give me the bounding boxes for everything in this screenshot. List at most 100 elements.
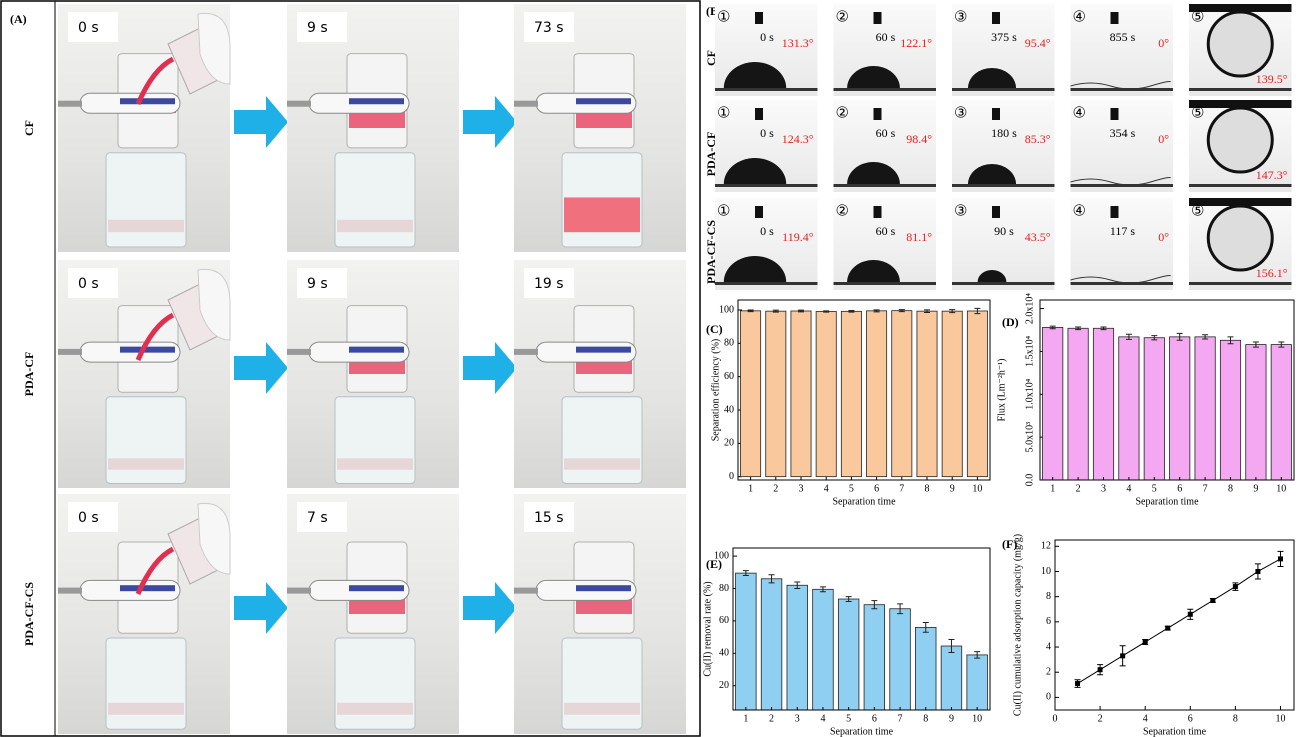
time-box bbox=[297, 12, 347, 42]
error-bar bbox=[949, 309, 956, 314]
fibers bbox=[1070, 81, 1171, 90]
substrate bbox=[952, 282, 1055, 285]
x-tick-label: 1 bbox=[748, 483, 753, 494]
substrate bbox=[952, 88, 1055, 91]
point bbox=[1232, 584, 1238, 590]
bar bbox=[1092, 327, 1115, 481]
x-tick-label: 1 bbox=[743, 713, 748, 724]
substrate bbox=[1189, 184, 1292, 187]
x-tick-label: 2 bbox=[1076, 483, 1081, 494]
droplet bbox=[847, 161, 900, 184]
bar bbox=[966, 310, 988, 478]
error-bar bbox=[794, 581, 801, 589]
clamp-band bbox=[120, 346, 175, 353]
time-label: 0 s bbox=[760, 224, 774, 238]
x-axis-title: Separation time bbox=[832, 496, 896, 507]
substrate bbox=[715, 184, 818, 187]
rod bbox=[287, 100, 311, 107]
contact-angle: 85.3° bbox=[1025, 132, 1051, 146]
time-label: 855 s bbox=[1110, 30, 1136, 44]
contact-angle: 119.4° bbox=[782, 230, 814, 244]
pour-stream bbox=[135, 56, 175, 105]
x-tick-label: 5 bbox=[849, 483, 854, 494]
bar bbox=[863, 604, 886, 711]
needle bbox=[873, 108, 882, 120]
y-tick-label: 100 bbox=[714, 550, 729, 561]
step-number: ② bbox=[836, 203, 849, 219]
x-tick-label: 9 bbox=[949, 713, 954, 724]
droplet bbox=[968, 164, 1016, 184]
filtrate bbox=[564, 458, 640, 470]
time-label: 60 s bbox=[876, 126, 896, 140]
bar bbox=[1169, 336, 1191, 481]
x-tick-label: 6 bbox=[874, 483, 879, 494]
clamp-band bbox=[120, 585, 175, 592]
x-tick-label: 4 bbox=[1143, 713, 1148, 724]
filtrate bbox=[564, 702, 640, 715]
bar bbox=[840, 310, 862, 478]
point bbox=[1075, 681, 1081, 687]
bar bbox=[1118, 336, 1140, 481]
rod bbox=[58, 100, 82, 107]
filtrate bbox=[108, 219, 184, 233]
y-tick-label: 80 bbox=[724, 338, 734, 349]
filtrate bbox=[337, 458, 413, 470]
y-axis-title: Flux (Lm⁻²h⁻¹) bbox=[996, 359, 1007, 422]
contact-angle: 0° bbox=[1158, 132, 1169, 146]
error-bar bbox=[897, 603, 904, 615]
substrate bbox=[1189, 282, 1292, 285]
step-number: ④ bbox=[1073, 203, 1086, 219]
x-axis-title: Separation time bbox=[1135, 496, 1199, 507]
error-bar bbox=[1252, 341, 1259, 348]
point bbox=[1255, 568, 1261, 574]
bar bbox=[815, 311, 837, 478]
contact-angle: 131.3° bbox=[782, 36, 814, 50]
needle-top bbox=[1189, 198, 1292, 206]
x-tick-label: 7 bbox=[1203, 483, 1208, 494]
bar bbox=[1042, 327, 1064, 481]
droplet bbox=[723, 61, 787, 88]
plot-frame bbox=[737, 299, 991, 481]
error-bar bbox=[1227, 336, 1234, 345]
filtrate bbox=[564, 197, 640, 233]
time-box bbox=[524, 502, 574, 532]
x-tick-label: 7 bbox=[898, 713, 903, 724]
needle bbox=[1110, 108, 1119, 120]
panel-a-frame bbox=[0, 0, 701, 737]
error-bar bbox=[873, 309, 880, 313]
y-tick-label: 1.0x10⁴ bbox=[1024, 378, 1035, 410]
pour-stream bbox=[135, 546, 175, 595]
x-tick-label: 0 bbox=[1053, 713, 1058, 724]
x-tick-label: 2 bbox=[769, 713, 774, 724]
droplet-photo bbox=[1070, 198, 1173, 290]
bar bbox=[966, 654, 988, 711]
contact-angle: 0° bbox=[1158, 230, 1169, 244]
beaker bbox=[334, 637, 416, 730]
bar bbox=[760, 578, 783, 711]
x-tick-label: 2 bbox=[773, 483, 778, 494]
time-box bbox=[297, 502, 347, 532]
filtrate bbox=[337, 702, 413, 715]
glove bbox=[197, 502, 231, 575]
needle bbox=[755, 108, 763, 120]
x-tick-label: 3 bbox=[795, 713, 800, 724]
bar bbox=[915, 626, 937, 711]
point bbox=[1142, 639, 1148, 645]
x-tick-label: 5 bbox=[846, 713, 851, 724]
glove bbox=[197, 12, 231, 85]
x-tick-label: 3 bbox=[799, 483, 804, 494]
y-tick-label: 8 bbox=[1046, 591, 1051, 602]
panel-label: (F) bbox=[1002, 537, 1017, 551]
x-tick-label: 9 bbox=[950, 483, 955, 494]
point bbox=[1120, 653, 1126, 659]
x-tick-label: 10 bbox=[1276, 483, 1286, 494]
needle bbox=[873, 206, 882, 218]
row-label: PDA-CF-CS bbox=[22, 582, 36, 646]
needle bbox=[873, 12, 882, 24]
contact-angle: 124.3° bbox=[782, 132, 814, 146]
y-tick-label: 12 bbox=[1041, 541, 1051, 552]
y-tick-label: 6 bbox=[1046, 616, 1051, 627]
x-tick-label: 1 bbox=[1050, 483, 1055, 494]
row-label: PDA-CF bbox=[22, 352, 36, 397]
arrow bbox=[234, 342, 288, 394]
